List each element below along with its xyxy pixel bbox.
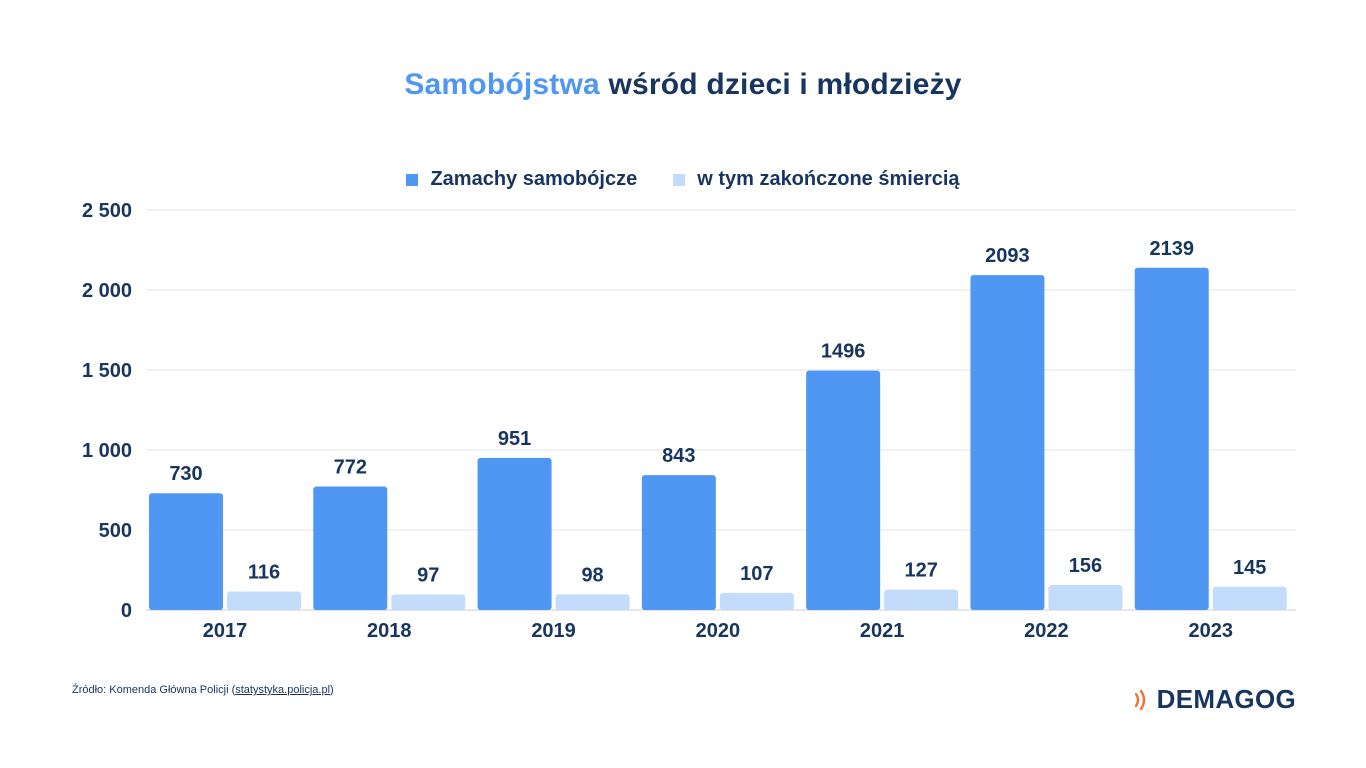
legend-label-attempts: Zamachy samobójcze [430,168,638,190]
source-link[interactable]: statystyka.policja.pl [235,684,331,696]
x-tick-label: 2019 [531,620,576,642]
legend-swatch-attempts [406,173,419,186]
bar [313,486,388,610]
bar [391,594,466,610]
bar [555,594,630,610]
bar [641,475,716,610]
y-tick-label: 1 000 [82,440,132,462]
legend-item-deaths: w tym zakończone śmiercią [673,168,960,191]
bar [1134,267,1209,610]
data-label: 843 [662,445,695,467]
data-label: 97 [417,564,439,586]
bar [149,493,223,610]
bar [884,589,959,610]
bar [970,275,1045,610]
data-label: 951 [498,428,531,450]
chart-title-accent: Samobójstwa [404,68,600,101]
brand-logo: DEMAGOG [1133,684,1296,715]
x-tick-label: 2022 [1024,620,1069,642]
y-tick-label: 500 [99,520,132,542]
bar [1212,586,1287,610]
source-suffix: ) [330,684,334,696]
data-label: 98 [581,564,603,586]
brand-name: DEMAGOG [1156,684,1296,714]
data-label: 116 [248,561,280,583]
sound-waves-icon [1134,689,1145,710]
chart-title: Samobójstwa wśród dzieci i młodzieży [0,68,1366,102]
x-tick-label: 2021 [860,620,905,642]
data-label: 772 [334,456,367,478]
chart-legend: Zamachy samobójcze w tym zakończone śmie… [0,168,1366,191]
legend-label-deaths: w tym zakończone śmiercią [697,168,960,190]
x-tick-label: 2023 [1188,620,1233,642]
y-tick-label: 2 500 [82,200,132,222]
bar [806,370,881,610]
data-label: 730 [169,463,202,485]
source-note: Źródło: Komenda Główna Policji (statysty… [72,684,334,696]
x-tick-label: 2020 [696,620,741,642]
bar [477,457,552,610]
data-label: 107 [740,563,773,585]
data-label: 2093 [985,245,1030,267]
x-tick-label: 2018 [367,620,412,642]
y-tick-label: 1 500 [82,360,132,382]
bar [227,591,301,610]
data-label: 156 [1069,555,1102,577]
data-label: 2139 [1149,238,1194,260]
legend-swatch-deaths [673,173,686,186]
bar [1048,585,1123,610]
source-prefix: Źródło: Komenda Główna Policji ( [72,684,236,696]
y-tick-label: 2 000 [82,280,132,302]
data-label: 1496 [821,341,866,363]
data-label: 127 [904,560,937,582]
y-tick-label: 0 [121,600,132,622]
data-label: 145 [1233,557,1266,579]
chart-title-rest: wśród dzieci i młodzieży [608,68,962,101]
bar [719,592,794,610]
legend-item-attempts: Zamachy samobójcze [406,168,637,191]
x-tick-label: 2017 [203,620,248,642]
